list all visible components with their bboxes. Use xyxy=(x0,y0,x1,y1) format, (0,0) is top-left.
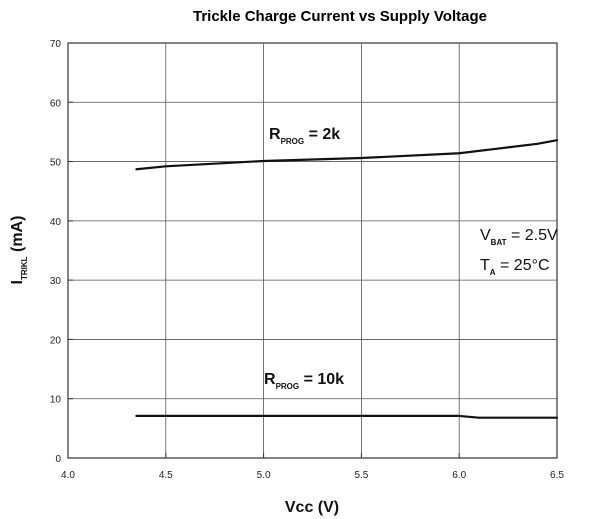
y-tick-label: 70 xyxy=(50,39,62,50)
svg-text:RPROG = 2k: RPROG = 2k xyxy=(269,126,340,146)
series-layer xyxy=(136,140,557,417)
series-label-10k-suffix: = 10k xyxy=(299,371,344,388)
series-label-2k-suffix: = 2k xyxy=(304,126,340,143)
series-label-2k-subscript: PROG xyxy=(281,137,305,146)
series-line-2k xyxy=(136,140,557,169)
chart-title: Trickle Charge Current vs Supply Voltage xyxy=(193,8,487,25)
battery-voltage-suffix: = 2.5V xyxy=(507,227,558,244)
y-tick-label: 20 xyxy=(50,335,62,346)
x-tick-label: 5.0 xyxy=(257,470,271,481)
svg-text:TA = 25°C: TA = 25°C xyxy=(480,257,550,277)
y-axis-label-subscript: TRIKL xyxy=(20,256,29,280)
grid xyxy=(68,43,557,458)
y-tick-label: 10 xyxy=(50,395,62,406)
x-axis-label: Vcc (V) xyxy=(285,499,339,516)
battery-voltage-annotation: VBAT = 2.5V xyxy=(480,227,558,247)
x-tick-label: 6.0 xyxy=(452,470,466,481)
svg-text:RPROG = 10k: RPROG = 10k xyxy=(264,371,344,391)
ambient-temperature-annotation: TA = 25°C xyxy=(480,257,550,277)
plot-frame xyxy=(68,43,557,458)
y-axis-label-suffix: (mA) xyxy=(9,216,26,257)
y-tick-label: 60 xyxy=(50,98,62,109)
series-label-2k: RPROG = 2k xyxy=(269,126,340,146)
y-tick-label: 0 xyxy=(55,454,61,465)
x-tick-label: 4.5 xyxy=(159,470,173,481)
x-tick-label: 4.0 xyxy=(61,470,75,481)
svg-text:VBAT = 2.5V: VBAT = 2.5V xyxy=(480,227,558,247)
x-tick-label: 6.5 xyxy=(550,470,564,481)
series-label-10k: RPROG = 10k xyxy=(264,371,344,391)
y-tick-label: 30 xyxy=(50,276,62,287)
svg-text:ITRIKL (mA): ITRIKL (mA) xyxy=(9,216,29,285)
battery-voltage-main: V xyxy=(480,227,491,244)
battery-voltage-subscript: BAT xyxy=(491,238,507,247)
series-label-10k-main: R xyxy=(264,371,276,388)
series-label-2k-main: R xyxy=(269,126,281,143)
y-tick-label: 50 xyxy=(50,158,62,169)
series-line-10k xyxy=(136,416,557,418)
y-axis-label: ITRIKL (mA) xyxy=(9,216,29,285)
series-label-10k-subscript: PROG xyxy=(276,382,300,391)
x-tick-label: 5.5 xyxy=(354,470,368,481)
ambient-temperature-main: T xyxy=(480,257,490,274)
ambient-temperature-suffix: = 25°C xyxy=(496,257,550,274)
y-tick-label: 40 xyxy=(50,217,62,228)
y-axis-ticks: 0 10 20 30 40 50 60 70 xyxy=(50,39,73,465)
x-axis-ticks: 4.0 4.5 5.0 5.5 6.0 6.5 xyxy=(61,453,564,481)
